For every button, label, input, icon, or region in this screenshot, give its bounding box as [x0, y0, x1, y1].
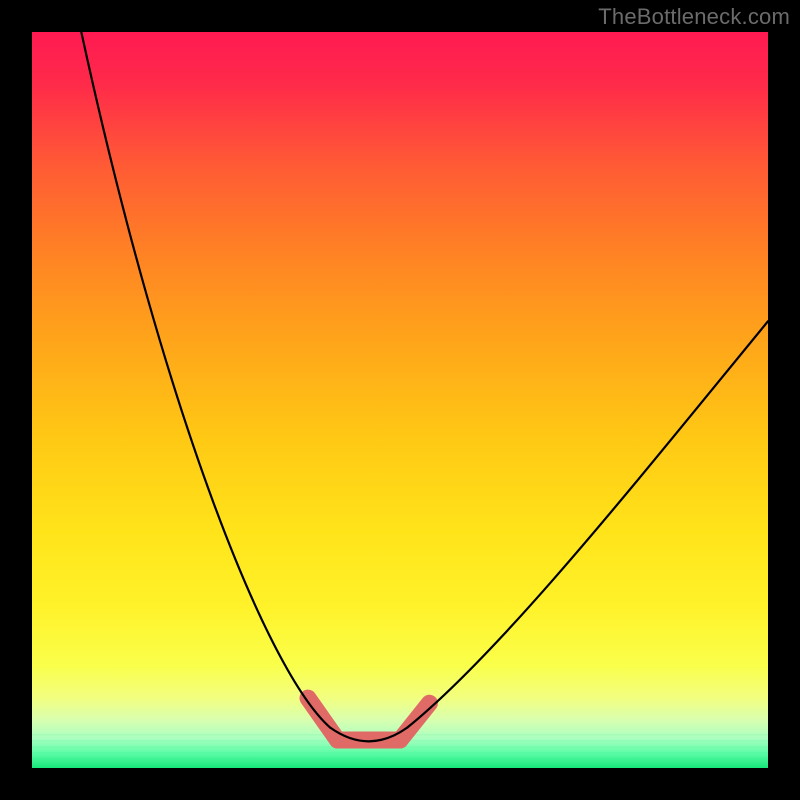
chart-container: TheBottleneck.com: [0, 0, 800, 800]
plot-area: [32, 32, 768, 768]
watermark-text: TheBottleneck.com: [598, 4, 790, 30]
gradient-background: [32, 32, 768, 768]
chart-svg: [32, 32, 768, 768]
